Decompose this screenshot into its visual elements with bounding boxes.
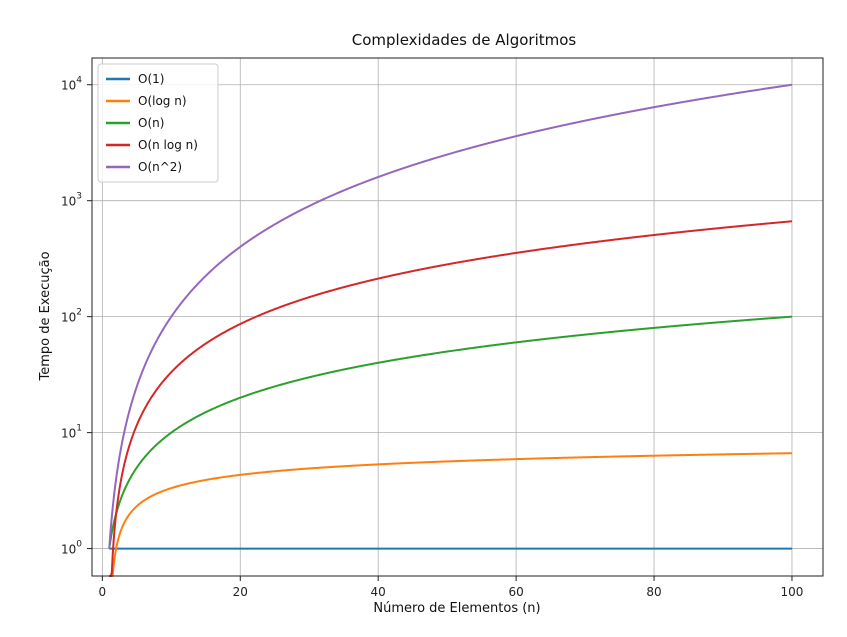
x-tick-label: 80 (646, 585, 661, 599)
grid-lines (92, 58, 823, 576)
series-line-n-log-n (109, 220, 793, 577)
x-axis-label: Número de Elementos (n) (373, 601, 540, 616)
legend-label: O(n^2) (138, 160, 182, 174)
legend-label: O(1) (138, 72, 164, 86)
x-tick-label: 40 (371, 585, 386, 599)
series-line-n-pow-2 (108, 83, 793, 549)
legend-label: O(log n) (138, 94, 187, 108)
x-tick-label: 20 (233, 585, 248, 599)
legend-box (97, 63, 219, 183)
y-tick-label: 104 (61, 76, 82, 93)
y-tick-label: 103 (61, 192, 82, 209)
x-axis-ticks: 0 20 40 60 80 100 (99, 576, 804, 599)
legend-label: O(n) (138, 116, 164, 130)
y-tick-label: 102 (61, 308, 82, 325)
x-tick-label: 100 (781, 585, 804, 599)
x-tick-label: 0 (99, 585, 107, 599)
series-line-log-n (109, 452, 793, 577)
chart-title: Complexidades de Algoritmos (352, 31, 577, 49)
series-lines (108, 83, 793, 577)
series-line-n (108, 315, 793, 549)
y-axis-label: Tempo de Execução (38, 251, 53, 381)
x-tick-label: 60 (508, 585, 523, 599)
legend: O(1) O(log n) O(n) O(n log n) O(n^2) (97, 63, 219, 183)
y-tick-label: 100 (61, 540, 82, 557)
legend-label: O(n log n) (138, 138, 198, 152)
y-axis-ticks: 100 101 102 103 104 (61, 76, 92, 557)
y-tick-label: 101 (61, 424, 82, 441)
